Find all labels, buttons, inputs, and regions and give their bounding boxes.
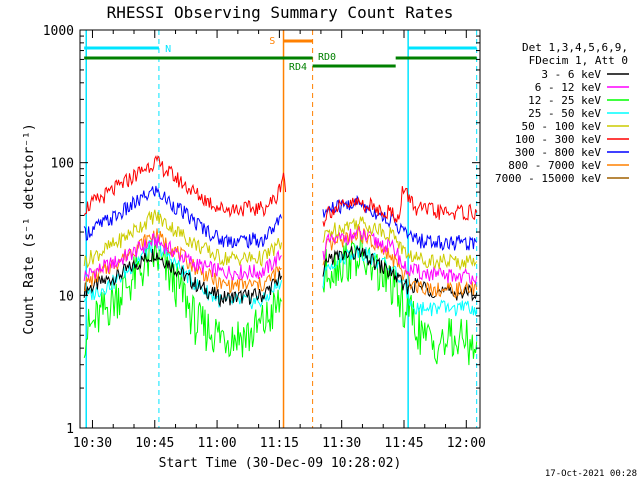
series-line-4-seg-1 [322,216,478,271]
legend-header-line-2: FDecim 1, Att 0 [529,54,628,67]
x-tick-label-1: 10:45 [135,436,174,451]
y-tick-label-3: 1000 [43,24,74,39]
y-tick-label-2: 100 [51,157,74,172]
series-line-4-seg-0 [83,209,282,269]
rd0-label: RD0 [318,52,336,63]
y-axis-label: Count Rate (s⁻¹ detector⁻¹) [22,123,37,334]
axes: 1 10 100 1000 10:30 10:45 11:00 11:15 11:30 11:45… [43,24,486,451]
legend-label-2: 12 - 25 keV [528,94,601,107]
series-line-1-seg-1 [322,225,478,286]
rd4-label: RD4 [289,62,307,73]
legend-header-line-1: Det 1,3,4,5,6,9, [522,41,628,54]
series-line-6-seg-1 [322,194,478,251]
saa-label: S [269,36,275,47]
series-line-2-seg-0 [83,239,282,359]
x-tick-label-0: 10:30 [73,436,112,451]
legend-label-1: 6 - 12 keV [535,81,602,94]
x-tick-label-3: 11:15 [260,436,299,451]
x-tick-label-4: 11:30 [322,436,361,451]
y-tick-label-1: 10 [58,289,74,304]
legend-label-6: 300 - 800 keV [515,146,601,159]
chart-title: RHESSI Observing Summary Count Rates [107,3,454,22]
series-line-1-seg-0 [83,232,282,282]
series-line-5-seg-1 [322,186,478,227]
legend-label-0: 3 - 6 keV [541,68,601,81]
x-tick-label-5: 11:45 [384,436,423,451]
observing-markers: N S RD4 RD0 [84,30,478,428]
y-tick-label-0: 1 [66,422,74,437]
legend-label-8: 7000 - 15000 keV [495,172,601,185]
series-line-2-seg-1 [322,235,478,366]
series-line-7-seg-1 [322,224,478,299]
legend-label-3: 25 - 50 keV [528,107,601,120]
series-line-7-seg-0 [83,228,282,295]
plot-frame [79,29,481,429]
x-tick-label-6: 12:00 [447,436,486,451]
x-tick-label-2: 11:00 [198,436,237,451]
series-line-3-seg-1 [322,244,478,317]
night-label: N [165,44,171,55]
series-line-0-seg-1 [322,244,478,302]
x-axis-label: Start Time (30-Dec-09 10:28:02) [159,456,402,471]
series-line-6-seg-0 [83,185,282,249]
legend-label-7: 800 - 7000 keV [508,159,601,172]
series-lines [83,155,478,366]
legend-label-5: 100 - 300 keV [515,133,601,146]
footer-timestamp: 17-Oct-2021 00:28 [545,469,637,479]
series-line-5-seg-0 [83,155,287,218]
legend-label-4: 50 - 100 keV [522,120,602,133]
